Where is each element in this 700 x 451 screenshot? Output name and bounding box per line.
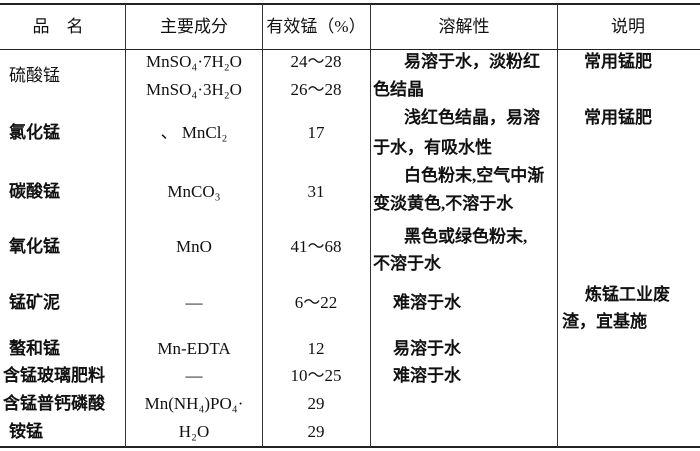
- cell-solubility: 难溶于水: [393, 293, 461, 312]
- cell-solubility: 难溶于水: [393, 366, 461, 385]
- cell-effective-mn: 6～22: [294, 293, 338, 312]
- cell-formula: Mn(NH₄)PO₄·: [144, 394, 244, 413]
- cell-name: 碳酸锰: [9, 182, 60, 201]
- cell-solubility: 黑色或绿色粉末,: [404, 227, 528, 246]
- cell-formula: Mn-EDTA: [157, 339, 231, 358]
- header-solubility: 溶解性: [438, 17, 490, 36]
- cell-name: 氯化锰: [9, 123, 60, 142]
- cell-effective-mn: 31: [307, 182, 325, 201]
- table-top-rule: [0, 3, 700, 5]
- header-note: 说明: [611, 17, 645, 36]
- cell-formula: —: [185, 366, 203, 385]
- cell-name: 螯和锰: [9, 339, 60, 358]
- cell-formula: MnCO₃: [167, 182, 221, 201]
- cell-effective-mn: 17: [307, 123, 325, 142]
- cell-effective-mn: 26～28: [290, 80, 342, 99]
- header-composition: 主要成分: [160, 17, 228, 36]
- column-divider: [125, 4, 126, 447]
- cell-note: 常用锰肥: [584, 52, 652, 71]
- cell-solubility: 易溶于水，淡粉红: [404, 52, 540, 71]
- column-divider: [370, 4, 371, 447]
- cell-name: 锰矿泥: [9, 293, 60, 312]
- cell-solubility: 于水，有吸水性: [373, 138, 492, 157]
- cell-note-shared: 炼锰工业废: [585, 285, 670, 304]
- cell-note: 常用锰肥: [584, 108, 652, 127]
- cell-formula: 、 MnCl₂: [160, 123, 228, 142]
- cell-name: 含锰玻璃肥料: [3, 366, 105, 385]
- cell-formula: MnSO₄·7H₂O: [146, 52, 242, 71]
- cell-note-shared: 渣，宜基施: [562, 312, 647, 331]
- cell-formula: MnO: [176, 237, 212, 256]
- cell-formula: MnSO₄·3H₂O: [146, 80, 242, 99]
- cell-effective-mn: 29: [307, 394, 325, 413]
- cell-effective-mn: 24～28: [290, 52, 342, 71]
- cell-solubility: 色结晶: [373, 80, 424, 99]
- table-bottom-rule: [0, 446, 700, 448]
- cell-solubility: 易溶于水: [393, 339, 461, 358]
- cell-name: 氧化锰: [9, 237, 60, 256]
- cell-effective-mn: 29: [307, 422, 325, 441]
- cell-solubility: 浅红色结晶，易溶: [404, 108, 540, 127]
- header-effective-mn: 有效锰（%）: [266, 17, 366, 36]
- cell-effective-mn: 10～25: [290, 366, 342, 385]
- column-divider: [557, 4, 558, 447]
- cell-name: 铵锰: [9, 422, 43, 441]
- cell-effective-mn: 41～68: [290, 237, 342, 256]
- header-name: 品 名: [32, 17, 84, 36]
- cell-solubility: 白色粉末,空气中渐: [404, 166, 545, 185]
- column-divider: [262, 4, 263, 447]
- cell-name: 含锰普钙磷酸: [3, 394, 105, 413]
- header-rule: [0, 49, 700, 50]
- cell-name: 硫酸锰: [9, 66, 60, 85]
- cell-formula: H₂O: [178, 422, 210, 441]
- cell-solubility: 变淡黄色,不溶于水: [373, 194, 514, 213]
- cell-effective-mn: 12: [307, 339, 325, 358]
- cell-solubility: 不溶于水: [373, 254, 441, 273]
- cell-formula: —: [185, 293, 203, 312]
